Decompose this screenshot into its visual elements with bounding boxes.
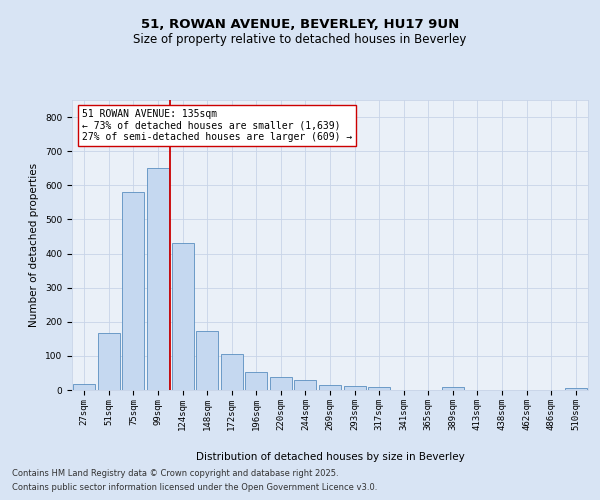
- Y-axis label: Number of detached properties: Number of detached properties: [29, 163, 40, 327]
- Text: Contains public sector information licensed under the Open Government Licence v3: Contains public sector information licen…: [12, 484, 377, 492]
- Bar: [98, 332, 120, 390]
- Bar: [442, 388, 464, 390]
- Bar: [565, 388, 587, 390]
- Bar: [73, 384, 95, 390]
- Bar: [147, 168, 169, 390]
- Text: Contains HM Land Registry data © Crown copyright and database right 2025.: Contains HM Land Registry data © Crown c…: [12, 468, 338, 477]
- Bar: [196, 332, 218, 390]
- Bar: [344, 386, 365, 390]
- Bar: [221, 354, 243, 390]
- Bar: [368, 387, 390, 390]
- Bar: [319, 385, 341, 390]
- Bar: [245, 372, 268, 390]
- Text: Distribution of detached houses by size in Beverley: Distribution of detached houses by size …: [196, 452, 464, 462]
- Text: 51 ROWAN AVENUE: 135sqm
← 73% of detached houses are smaller (1,639)
27% of semi: 51 ROWAN AVENUE: 135sqm ← 73% of detache…: [82, 108, 353, 142]
- Text: 51, ROWAN AVENUE, BEVERLEY, HU17 9UN: 51, ROWAN AVENUE, BEVERLEY, HU17 9UN: [141, 18, 459, 30]
- Bar: [122, 192, 145, 390]
- Bar: [295, 380, 316, 390]
- Text: Size of property relative to detached houses in Beverley: Size of property relative to detached ho…: [133, 32, 467, 46]
- Bar: [270, 377, 292, 390]
- Bar: [172, 244, 194, 390]
